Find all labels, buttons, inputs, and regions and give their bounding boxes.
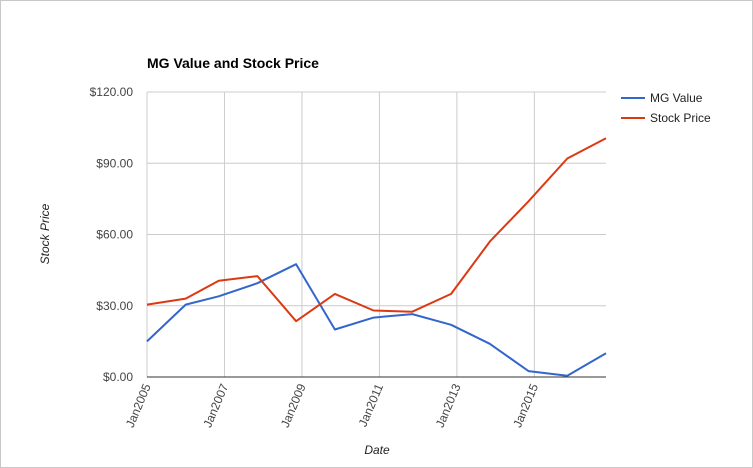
x-tick-label: Jan2011 xyxy=(356,381,387,428)
x-axis-title: Date xyxy=(364,443,390,457)
x-tick-label: Jan2009 xyxy=(278,381,309,429)
series-layer xyxy=(146,137,607,377)
y-tick-label: $0.00 xyxy=(103,370,133,384)
mg-value-series-line xyxy=(146,263,607,377)
y-tick-label: $90.00 xyxy=(96,156,133,170)
x-tick-label: Jan2013 xyxy=(433,381,464,429)
y-tick-label: $120.00 xyxy=(90,85,134,99)
gridlines xyxy=(146,91,606,378)
y-axis-title: Stock Price xyxy=(38,203,52,264)
stock-price-legend-label: Stock Price xyxy=(650,111,711,125)
y-tick-label: $30.00 xyxy=(96,299,133,313)
stock-price-series-line xyxy=(146,137,607,323)
y-axis-ticks: $0.00 $30.00 $60.00 $90.00 $120.00 xyxy=(90,85,134,384)
x-tick-label: Jan2015 xyxy=(510,381,541,429)
chart-title: MG Value and Stock Price xyxy=(147,55,319,71)
legend: MG Value Stock Price xyxy=(621,91,711,125)
x-tick-label: Jan2005 xyxy=(123,381,154,429)
x-tick-label: Jan2007 xyxy=(200,381,231,429)
mg-value-legend-label: MG Value xyxy=(650,91,703,105)
x-axis-ticks: Jan2005 Jan2007 Jan2009 Jan2011 Jan2013 Jan20… xyxy=(123,381,541,429)
y-tick-label: $60.00 xyxy=(96,228,133,242)
